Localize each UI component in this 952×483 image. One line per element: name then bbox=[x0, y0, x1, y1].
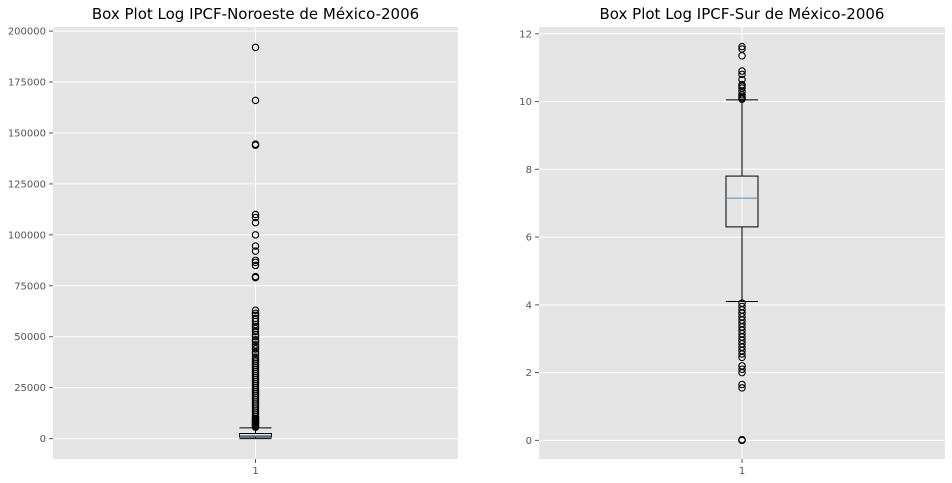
outlier-point bbox=[738, 350, 746, 358]
outlier-point bbox=[251, 423, 260, 431]
outlier-point bbox=[251, 273, 260, 282]
y-tick-label: 6 bbox=[526, 233, 532, 244]
outlier-point bbox=[251, 336, 260, 344]
box-sur bbox=[725, 99, 759, 302]
y-tick-label: 0 bbox=[526, 436, 532, 447]
outlier-point bbox=[251, 261, 260, 270]
y-tick-label: 4 bbox=[526, 300, 532, 311]
y-tick-label: 50000 bbox=[14, 332, 46, 343]
outlier-point bbox=[738, 67, 746, 75]
boxplot-panel-sur: 0 2 4 6 8 10 12 Box Plot Log IPCF-Sur de Méxic… bbox=[519, 5, 945, 477]
y-tick-label: 0 bbox=[40, 434, 46, 445]
outlier-point bbox=[251, 218, 260, 227]
outlier-point bbox=[251, 231, 260, 239]
y-ticks-noroeste: 0 25000 50000 75000 100000 125000 150000 175000… bbox=[8, 27, 256, 463]
y-tick-label: 175000 bbox=[8, 78, 46, 89]
x-tick-label-noroeste: 1 bbox=[252, 466, 258, 477]
outlier-point bbox=[738, 70, 746, 79]
y-tick-label: 100000 bbox=[8, 230, 46, 241]
outlier-point bbox=[251, 43, 260, 52]
outlier-point bbox=[251, 343, 260, 351]
outliers-sur bbox=[738, 42, 746, 445]
outlier-point bbox=[251, 345, 260, 353]
outlier-point bbox=[251, 330, 260, 339]
outlier-point bbox=[251, 210, 260, 219]
outlier-point bbox=[251, 317, 260, 326]
outlier-point bbox=[738, 380, 746, 389]
outlier-point bbox=[251, 96, 260, 105]
outlier-point bbox=[738, 353, 746, 362]
outlier-point bbox=[738, 365, 746, 373]
chart-title-sur: Box Plot Log IPCF-Sur de México-2006 bbox=[600, 5, 885, 23]
y-tick-label: 2 bbox=[526, 368, 532, 379]
outlier-point bbox=[251, 247, 260, 255]
boxplot-panel-noroeste: 0 25000 50000 75000 100000 125000 150000 175000… bbox=[8, 5, 458, 477]
outliers-noroeste bbox=[251, 43, 260, 431]
y-tick-label: 75000 bbox=[14, 281, 46, 292]
outlier-point bbox=[738, 42, 746, 51]
y-tick-label: 125000 bbox=[8, 179, 46, 190]
outlier-point bbox=[251, 322, 260, 331]
grid-sur bbox=[539, 27, 945, 459]
outlier-point bbox=[738, 384, 746, 392]
outlier-point bbox=[738, 368, 746, 377]
y-tick-label: 25000 bbox=[14, 383, 46, 394]
outlier-point bbox=[251, 348, 260, 356]
outlier-point bbox=[251, 258, 260, 267]
y-tick-label: 10 bbox=[519, 97, 532, 108]
outlier-point bbox=[251, 213, 260, 222]
outlier-point bbox=[251, 350, 260, 358]
y-tick-label: 8 bbox=[526, 165, 532, 176]
outlier-point bbox=[738, 436, 746, 445]
y-tick-label: 150000 bbox=[8, 128, 46, 139]
outlier-point bbox=[251, 320, 260, 329]
outlier-point bbox=[738, 95, 746, 103]
outlier-point bbox=[251, 141, 260, 149]
outlier-point bbox=[251, 338, 260, 346]
outlier-point bbox=[251, 256, 260, 265]
outlier-point bbox=[251, 309, 260, 318]
outlier-point bbox=[251, 341, 260, 349]
y-ticks-sur: 0 2 4 6 8 10 12 bbox=[519, 29, 743, 463]
outlier-point bbox=[251, 306, 260, 314]
outlier-point bbox=[738, 52, 746, 60]
outlier-point bbox=[251, 332, 260, 341]
y-tick-label: 12 bbox=[519, 29, 532, 40]
outlier-point bbox=[251, 242, 260, 250]
x-tick-label-sur: 1 bbox=[739, 466, 745, 477]
chart-title-noroeste: Box Plot Log IPCF-Noroeste de México-200… bbox=[92, 5, 419, 23]
y-tick-label: 200000 bbox=[8, 27, 46, 38]
iqr-box bbox=[725, 175, 759, 228]
outlier-point bbox=[251, 327, 260, 336]
